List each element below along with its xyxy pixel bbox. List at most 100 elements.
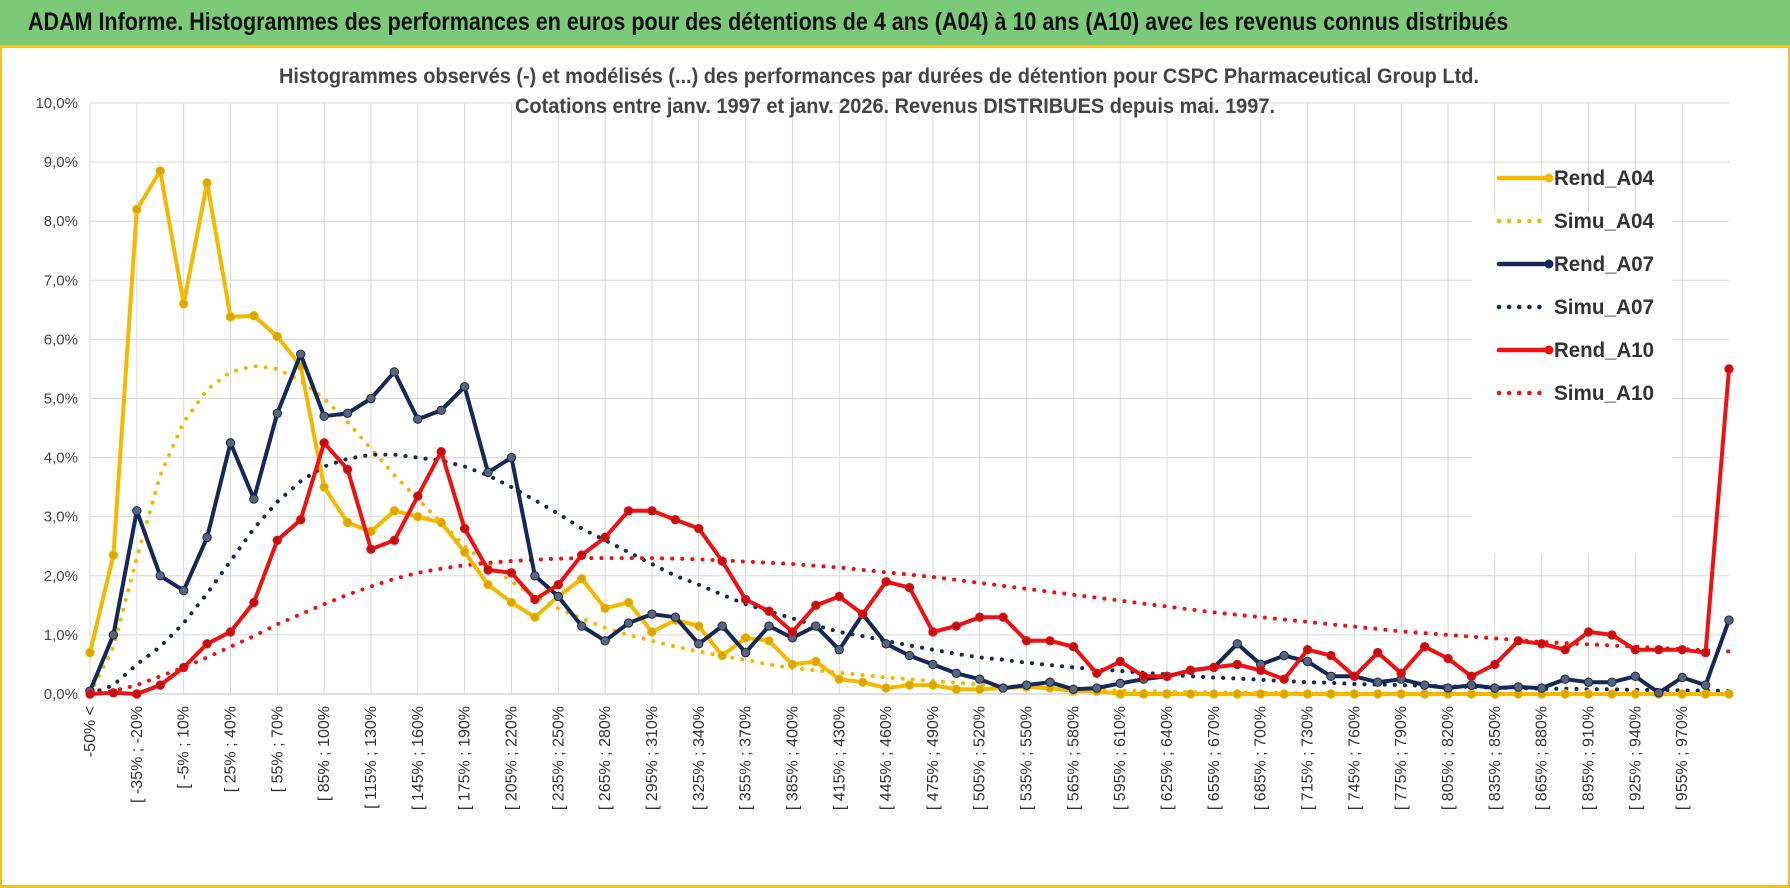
rend-a07-point bbox=[717, 621, 727, 631]
rend-a07-point bbox=[1021, 680, 1032, 690]
rend-a07-point bbox=[1607, 677, 1617, 687]
rend-a07-point bbox=[998, 683, 1008, 693]
rend-a07-point bbox=[1443, 683, 1453, 693]
rend-a07-point bbox=[155, 571, 165, 581]
rend-a04-point bbox=[436, 517, 446, 528]
rend-a04-point bbox=[928, 680, 938, 690]
rend-a10-point bbox=[1302, 644, 1313, 655]
rend-a10-point bbox=[1560, 644, 1570, 655]
rend-a07-point bbox=[530, 571, 540, 581]
rend-a10-point bbox=[225, 627, 236, 637]
y-tick-label: 5,0% bbox=[44, 391, 78, 408]
rend-a10-point bbox=[530, 594, 540, 605]
x-tick-label: [ 775% ; 790% bbox=[1393, 706, 1410, 810]
y-tick-label: 4,0% bbox=[44, 450, 78, 467]
rend-a07-point bbox=[459, 381, 470, 392]
rend-a07-point bbox=[1700, 680, 1711, 690]
y-tick-label: 2,0% bbox=[44, 568, 78, 585]
rend-a10-point bbox=[811, 600, 821, 611]
rend-a04-point bbox=[1560, 689, 1570, 699]
x-tick-label: [ 295% ; 310% bbox=[644, 706, 661, 810]
rend-a10-point bbox=[202, 639, 212, 649]
rend-a04-point bbox=[459, 547, 470, 557]
rend-a07-point bbox=[108, 630, 119, 640]
rend-a04-point bbox=[1724, 689, 1734, 699]
rend-a10-point bbox=[1185, 665, 1196, 676]
rend-a10-point bbox=[1700, 647, 1711, 658]
rend-a04-point bbox=[740, 633, 751, 643]
rend-a04-point bbox=[764, 636, 774, 646]
rend-a10-point bbox=[1466, 671, 1477, 681]
rend-a07-point bbox=[1373, 677, 1383, 687]
rend-a07-point bbox=[834, 644, 844, 655]
rend-a07-point bbox=[342, 408, 353, 418]
rend-a10-point bbox=[1373, 647, 1383, 658]
grid-lines bbox=[89, 102, 1729, 695]
x-tick-label: [ 145% ; 160% bbox=[410, 706, 427, 810]
rend-a07-point bbox=[1115, 678, 1125, 689]
rend-a10-point bbox=[1092, 668, 1102, 679]
title-banner: ADAM Informe. Histogrammes des performan… bbox=[0, 0, 1790, 48]
rend-a10-point bbox=[998, 612, 1008, 622]
legend-label: Rend_A10 bbox=[1554, 339, 1654, 362]
rend-a10-point bbox=[975, 612, 985, 622]
rend-a10-point bbox=[296, 514, 306, 525]
rend-a04-point bbox=[178, 299, 189, 309]
rend-a07-point bbox=[1654, 688, 1664, 698]
rend-a10-point bbox=[155, 680, 165, 690]
rend-a07-point bbox=[1279, 650, 1289, 661]
rend-a10-point bbox=[857, 609, 868, 619]
rend-a07-point bbox=[577, 621, 587, 631]
rend-a10-point bbox=[1654, 644, 1664, 655]
x-tick-label: [ 355% ; 370% bbox=[738, 706, 755, 810]
x-tick-label: [ 325% ; 340% bbox=[691, 706, 708, 810]
x-tick-label: [ 955% ; 970% bbox=[1674, 706, 1691, 810]
x-tick-label: [ 235% ; 250% bbox=[550, 706, 567, 810]
rend-a07-point bbox=[366, 393, 376, 404]
rend-a07-point bbox=[975, 674, 985, 684]
x-tick-label: [ 595% ; 610% bbox=[1112, 706, 1129, 810]
rend-a04-point bbox=[1630, 689, 1641, 699]
rend-a04-point bbox=[272, 331, 283, 342]
rend-a04-point bbox=[1466, 689, 1477, 699]
x-tick-label: [ 865% ; 880% bbox=[1534, 706, 1551, 810]
rend-a10-point bbox=[764, 606, 774, 616]
x-tick-label: [ 835% ; 850% bbox=[1487, 706, 1504, 810]
rend-a10-point bbox=[459, 523, 470, 534]
rend-a10-point bbox=[436, 446, 446, 457]
rend-a10-point bbox=[1419, 642, 1430, 652]
rend-a04-point bbox=[1700, 689, 1711, 699]
rend-a10-point bbox=[413, 491, 423, 501]
legend-label: Simu_A07 bbox=[1554, 296, 1654, 319]
rend-a10-point bbox=[1256, 665, 1266, 676]
legend-marker bbox=[1544, 259, 1554, 269]
rend-a04-point bbox=[834, 674, 844, 684]
plot-series bbox=[85, 166, 1734, 699]
rend-a04-point bbox=[319, 482, 329, 492]
rend-a04-point bbox=[413, 512, 423, 522]
rend-a07-point bbox=[202, 532, 212, 543]
rend-a07-point bbox=[1490, 683, 1500, 693]
rend-a10-point bbox=[1583, 627, 1594, 637]
rend-a10-point bbox=[1349, 671, 1360, 681]
rend-a07-point bbox=[1068, 684, 1079, 694]
rend-a10-point bbox=[1326, 650, 1336, 661]
rend-a10-point bbox=[483, 565, 493, 575]
rend-a07-point bbox=[1092, 683, 1102, 693]
legend-background bbox=[1472, 213, 1672, 553]
rend-a04-point bbox=[951, 684, 962, 694]
rend-a07-point bbox=[1724, 615, 1734, 625]
x-tick-label: [ 205% ; 220% bbox=[503, 706, 520, 810]
rend-a10-point bbox=[1209, 662, 1219, 673]
rend-a10-point bbox=[577, 550, 587, 560]
y-tick-label: 7,0% bbox=[44, 272, 78, 289]
rend-a04-point bbox=[530, 612, 540, 622]
legend-marker bbox=[1544, 345, 1554, 355]
rend-a07-point bbox=[904, 650, 915, 661]
rend-a10-point bbox=[600, 532, 610, 543]
rend-a04-point bbox=[1185, 689, 1196, 699]
rend-a10-point bbox=[670, 514, 681, 525]
chart-frame: 0,0% 1,0% 2,0% 3,0% 4,0% 5,0% 6,0% 7,0% 8,0% 9,0%… bbox=[0, 48, 1790, 888]
rend-a04-point bbox=[506, 597, 517, 608]
rend-a10-point bbox=[1443, 653, 1453, 664]
